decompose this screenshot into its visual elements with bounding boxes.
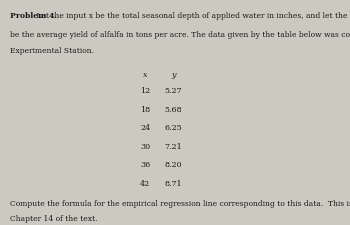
Text: 6.25: 6.25 [164, 124, 182, 131]
Text: 42: 42 [140, 179, 150, 187]
Text: y: y [171, 71, 175, 79]
Text: 7.21: 7.21 [164, 142, 182, 150]
Text: 5.68: 5.68 [164, 105, 182, 113]
Text: Compute the formula for the empirical regression line corresponding to this data: Compute the formula for the empirical re… [10, 199, 350, 207]
Text: 24: 24 [140, 124, 150, 131]
Text: 12: 12 [140, 87, 150, 94]
Text: 5.27: 5.27 [164, 87, 182, 94]
Text: Experimental Station.: Experimental Station. [10, 47, 94, 55]
Text: 30: 30 [140, 142, 150, 150]
Text: Problem 4.: Problem 4. [10, 12, 57, 20]
Text: Let the input x be the total seasonal depth of applied water in inches, and let : Let the input x be the total seasonal de… [34, 12, 350, 20]
Text: 8.20: 8.20 [164, 160, 182, 168]
Text: 8.71: 8.71 [164, 179, 182, 187]
Text: x: x [143, 71, 147, 79]
Text: 18: 18 [140, 105, 150, 113]
Text: 36: 36 [140, 160, 150, 168]
Text: Chapter 14 of the text.: Chapter 14 of the text. [10, 214, 97, 222]
Text: be the average yield of alfalfa in tons per acre. The data given by the table be: be the average yield of alfalfa in tons … [10, 30, 350, 38]
